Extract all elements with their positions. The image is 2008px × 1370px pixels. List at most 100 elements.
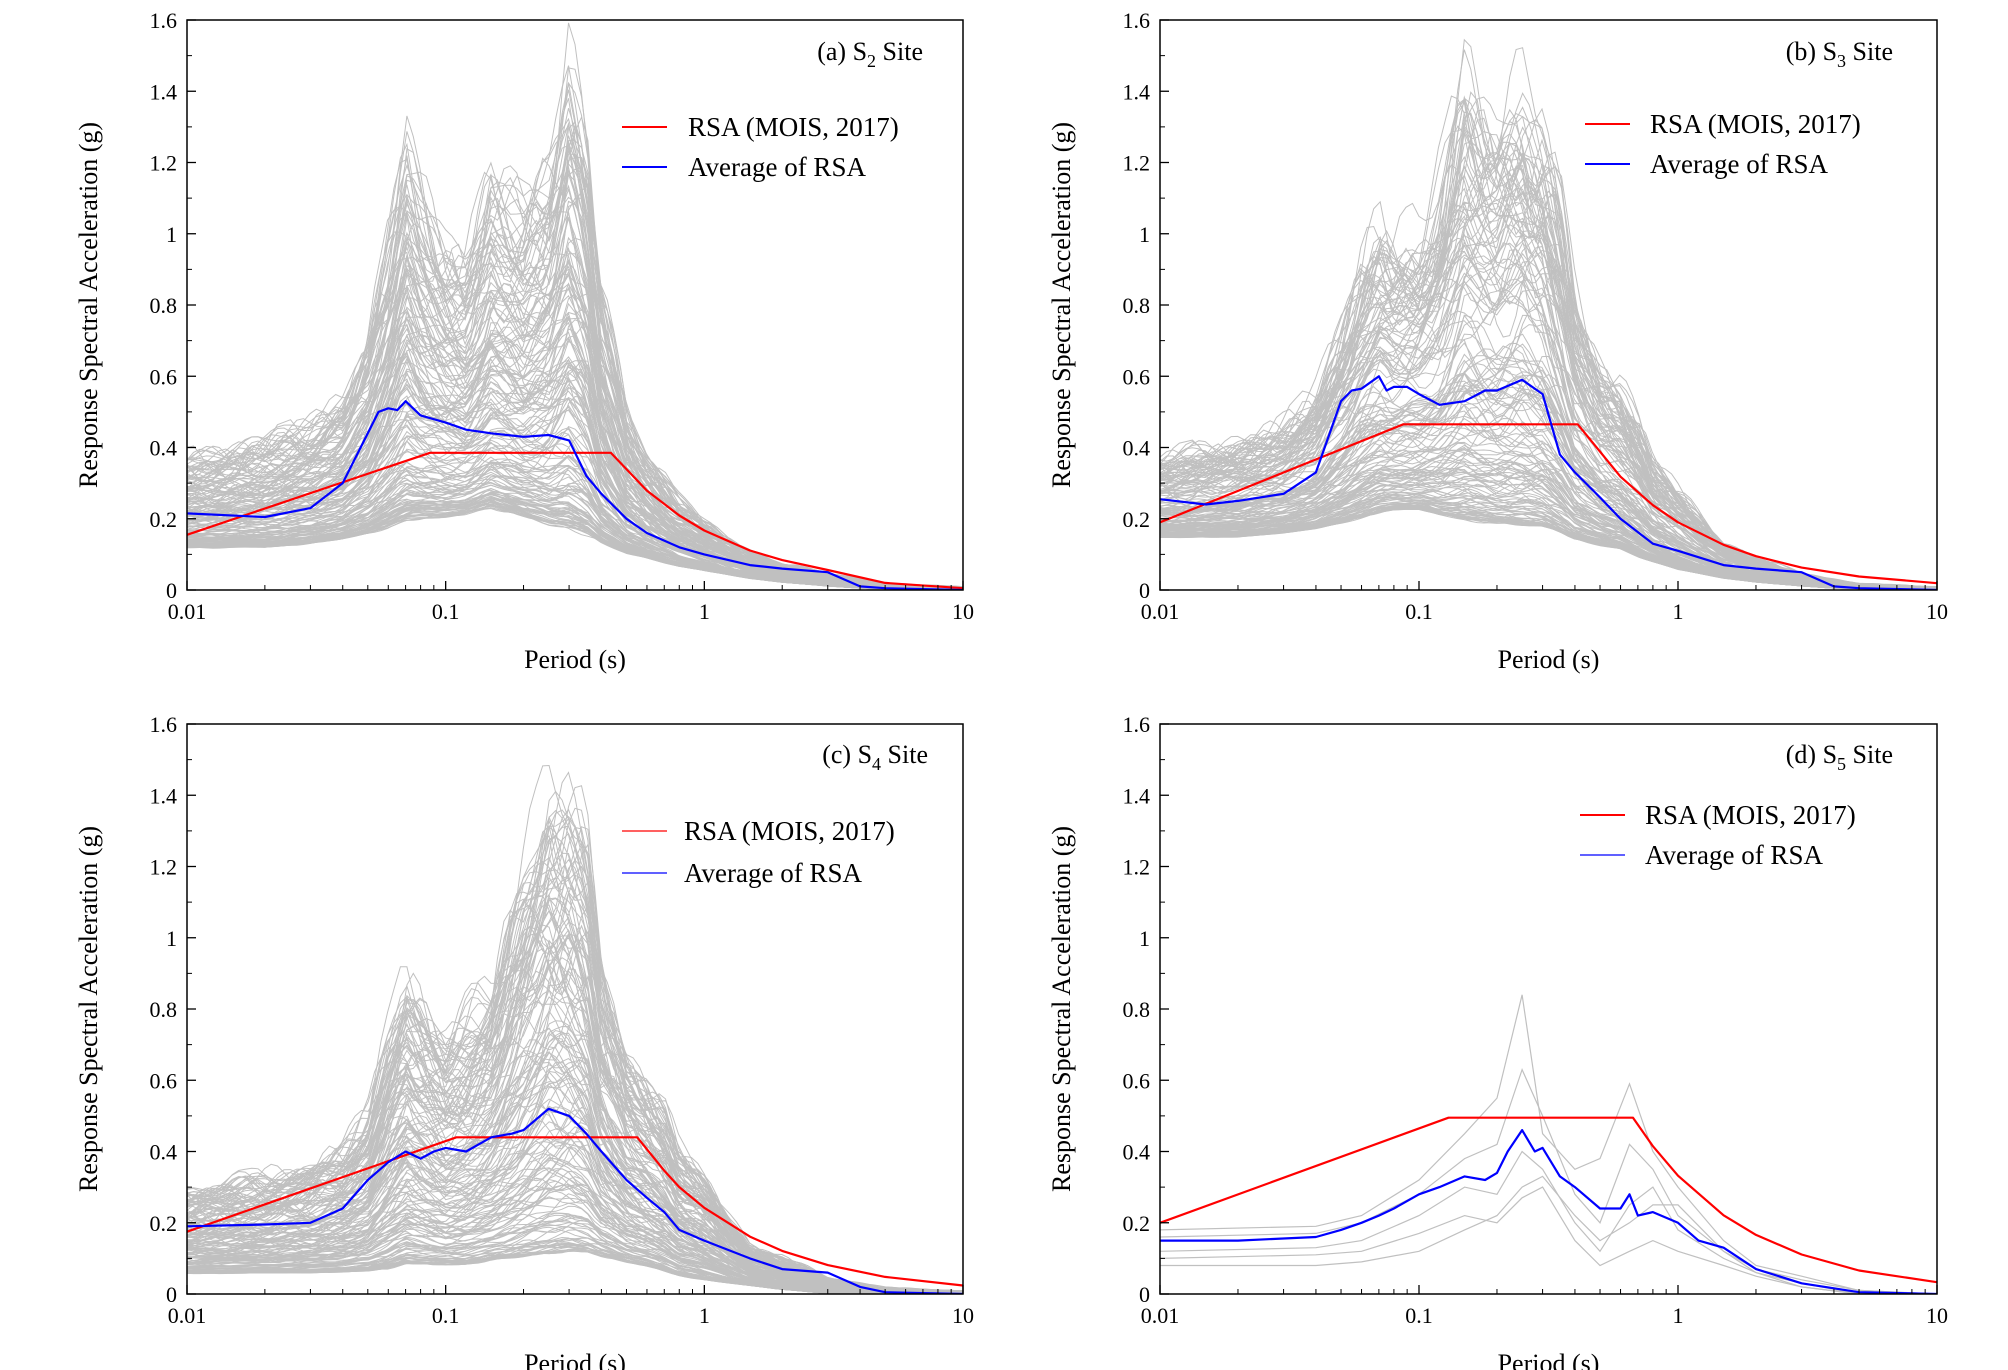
- record-spectrum: [1160, 496, 1937, 590]
- record-spectrum: [1160, 434, 1937, 590]
- series-average-line: [187, 400, 963, 590]
- record-spectrum: [1160, 133, 1937, 588]
- y-tick-label: 1: [166, 926, 177, 951]
- panel-d-title: (d) S5 Site: [1786, 740, 1893, 774]
- panel-c: 0 0.2 0.4 0.6 0.8 1 1.2 1.4 1.6 0.01 0.1 1 10 Period …: [74, 712, 974, 1370]
- x-tick-label: 0.01: [168, 599, 207, 624]
- record-spectrum: [1160, 452, 1937, 590]
- plot-area-2: 0 0.2 0.4 0.6 0.8 1 1.2 1.4 1.6 0.01 0.1 1 10 Period …: [74, 712, 974, 1370]
- x-axis-label: Period (s): [524, 645, 626, 674]
- y-tick-label: 1.4: [150, 783, 178, 808]
- panel-b-legend: RSA (MOIS, 2017) Average of RSA: [1585, 109, 1861, 179]
- record-spectrum: [1160, 1186, 1937, 1294]
- series-rsa-code-line: [1160, 423, 1937, 585]
- x-tick-label: 1: [699, 1303, 710, 1328]
- y-tick-label: 1.6: [1123, 712, 1151, 737]
- y-tick-label: 0.4: [150, 436, 178, 461]
- record-spectrum: [187, 924, 963, 1293]
- x-tick-label: 0.1: [1405, 599, 1433, 624]
- x-tick-label: 1: [699, 599, 710, 624]
- record-spectrum: [187, 366, 963, 590]
- record-spectrum: [187, 454, 963, 590]
- y-tick-label: 0.2: [1123, 507, 1151, 532]
- y-tick-label: 0.4: [150, 1140, 178, 1165]
- series-rsa-code-line: [187, 451, 963, 590]
- x-tick-label: 1: [1673, 1303, 1684, 1328]
- y-tick-label: 1.2: [150, 855, 178, 880]
- record-spectrum: [187, 1176, 963, 1294]
- y-tick-label: 1.2: [1123, 855, 1151, 880]
- record-spectrum: [187, 835, 963, 1292]
- record-spectrum: [187, 503, 963, 590]
- y-tick-label: 0.4: [1123, 1140, 1151, 1165]
- x-tick-label: 0.01: [168, 1303, 207, 1328]
- plot-area-0: 0 0.2 0.4 0.6 0.8 1 1.2 1.4 1.6 0.01 0.1 1 10 Period …: [74, 8, 974, 674]
- legend-label-rsa-code: RSA (MOIS, 2017): [1650, 109, 1861, 139]
- record-traces: [1160, 38, 1937, 590]
- panel-c-title: (c) S4 Site: [822, 740, 928, 774]
- panel-a-title: (a) S2 Site: [817, 37, 923, 71]
- y-axis-label: Response Spectral Acceleration (g): [74, 122, 103, 488]
- record-spectrum: [1160, 314, 1937, 590]
- y-tick-label: 1.6: [1123, 8, 1151, 33]
- record-spectrum: [187, 921, 963, 1293]
- y-axis-label: Response Spectral Acceleration (g): [1047, 826, 1076, 1192]
- record-spectrum: [187, 817, 963, 1292]
- plot-area-1: 0 0.2 0.4 0.6 0.8 1 1.2 1.4 1.6 0.01 0.1 1 10 Period …: [1047, 8, 1948, 674]
- y-tick-label: 0.8: [150, 997, 178, 1022]
- series-average-line: [1160, 375, 1937, 590]
- record-spectrum: [187, 237, 963, 589]
- y-tick-label: 0.6: [1123, 1068, 1151, 1093]
- y-tick-label: 1.6: [150, 712, 178, 737]
- x-tick-label: 0.1: [1405, 1303, 1433, 1328]
- legend-label-rsa-code: RSA (MOIS, 2017): [1645, 800, 1856, 830]
- legend-label-average: Average of RSA: [684, 858, 862, 888]
- y-axis-label: Response Spectral Acceleration (g): [1047, 122, 1076, 488]
- y-tick-label: 0.6: [150, 364, 178, 389]
- y-tick-label: 0.6: [150, 1068, 178, 1093]
- series-rsa-code-line: [187, 1136, 963, 1287]
- record-spectrum: [187, 1031, 963, 1293]
- y-tick-label: 1.4: [1123, 783, 1151, 808]
- record-spectrum: [187, 479, 963, 590]
- record-spectrum: [1160, 491, 1937, 590]
- record-spectrum: [187, 22, 963, 588]
- legend-label-average: Average of RSA: [1645, 840, 1823, 870]
- x-tick-label: 10: [1926, 599, 1948, 624]
- y-tick-label: 0: [166, 578, 177, 603]
- legend-label-average: Average of RSA: [688, 152, 866, 182]
- x-tick-label: 10: [952, 599, 974, 624]
- record-spectrum: [1160, 497, 1937, 590]
- panel-a-legend: RSA (MOIS, 2017) Average of RSA: [622, 112, 899, 182]
- y-tick-label: 0.2: [150, 507, 178, 532]
- series-rsa-code-line: [1160, 1116, 1937, 1284]
- record-spectrum: [187, 1065, 963, 1294]
- panel-c-legend: RSA (MOIS, 2017) Average of RSA: [622, 816, 895, 888]
- y-tick-label: 0.8: [1123, 293, 1151, 318]
- x-axis-label: Period (s): [524, 1349, 626, 1370]
- x-axis-label: Period (s): [1498, 645, 1600, 674]
- panel-a: 0 0.2 0.4 0.6 0.8 1 1.2 1.4 1.6 0.01 0.1 1 10 Period …: [74, 8, 974, 674]
- record-spectrum: [187, 282, 963, 589]
- x-tick-label: 10: [952, 1303, 974, 1328]
- x-tick-label: 1: [1673, 599, 1684, 624]
- panel-b: 0 0.2 0.4 0.6 0.8 1 1.2 1.4 1.6 0.01 0.1 1 10 Period …: [1047, 8, 1948, 674]
- legend-label-rsa-code: RSA (MOIS, 2017): [684, 816, 895, 846]
- x-tick-label: 10: [1926, 1303, 1948, 1328]
- record-spectrum: [1160, 1175, 1937, 1294]
- y-axis-label: Response Spectral Acceleration (g): [74, 826, 103, 1192]
- panel-d-legend: RSA (MOIS, 2017) Average of RSA: [1580, 800, 1856, 870]
- y-tick-label: 0.2: [150, 1211, 178, 1236]
- panel-d: 0 0.2 0.4 0.6 0.8 1 1.2 1.4 1.6 0.01 0.1 1 10 Period …: [1047, 712, 1948, 1370]
- record-spectrum: [187, 1140, 963, 1294]
- y-tick-label: 1.2: [150, 151, 178, 176]
- y-tick-label: 1: [166, 222, 177, 247]
- legend-label-rsa-code: RSA (MOIS, 2017): [688, 112, 899, 142]
- y-tick-label: 1: [1139, 926, 1150, 951]
- record-spectrum: [1160, 242, 1937, 589]
- record-spectrum: [187, 1215, 963, 1294]
- x-tick-label: 0.01: [1141, 599, 1180, 624]
- y-tick-label: 1.2: [1123, 151, 1151, 176]
- record-spectrum: [1160, 1150, 1937, 1294]
